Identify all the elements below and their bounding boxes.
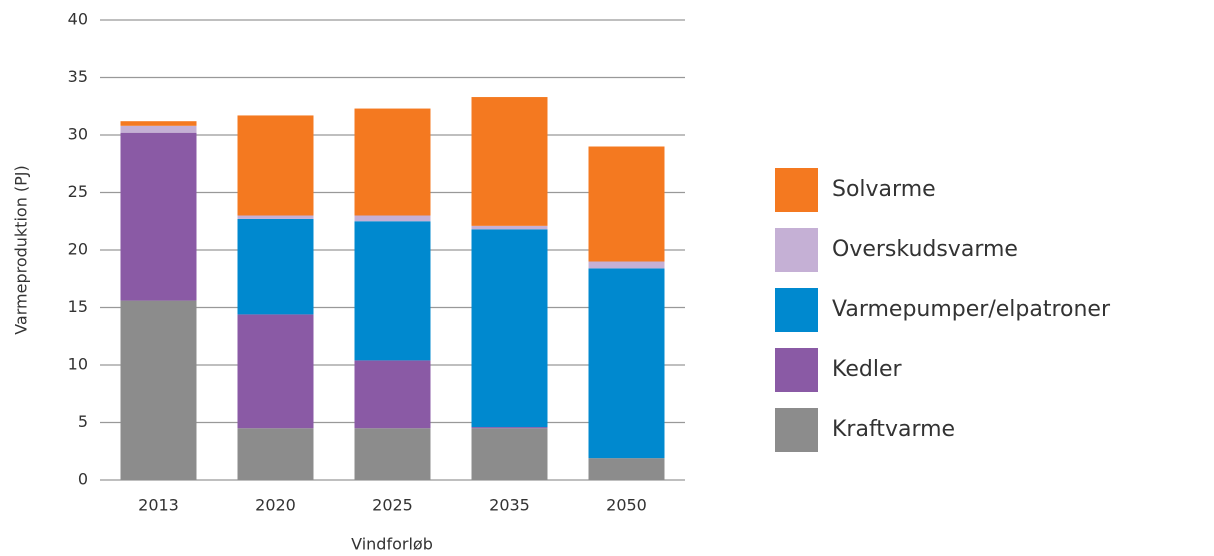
- bar-segment: [588, 268, 665, 459]
- y-tick-label: 25: [68, 182, 88, 201]
- x-tick-label: 2025: [372, 496, 413, 515]
- y-tick-label: 10: [68, 355, 88, 374]
- x-axis-label: Vindforløb: [351, 535, 433, 554]
- bar-segment: [471, 225, 548, 230]
- legend-label: Kraftvarme: [832, 417, 955, 442]
- bar-segment: [354, 108, 431, 216]
- bar-segment: [354, 428, 431, 480]
- x-tick-label: 2013: [138, 496, 179, 515]
- y-tick-label: 40: [68, 10, 88, 29]
- bar-segment: [588, 146, 665, 262]
- y-tick-label: 0: [78, 470, 88, 489]
- y-tick-label: 35: [68, 67, 88, 86]
- bar-segment: [120, 132, 197, 301]
- x-tick-label: 2035: [489, 496, 530, 515]
- x-tick-label: 2020: [255, 496, 296, 515]
- y-tick-label: 5: [78, 412, 88, 431]
- bar-segment: [354, 215, 431, 222]
- bar-segment: [237, 115, 314, 216]
- bar-segment: [237, 215, 314, 219]
- bar-segment: [471, 97, 548, 226]
- legend-swatch: [775, 228, 818, 272]
- bar-segment: [354, 360, 431, 429]
- y-tick-label: 15: [68, 297, 88, 316]
- bar-segment: [471, 229, 548, 428]
- bar-segment: [120, 121, 197, 126]
- bar-segment: [120, 300, 197, 480]
- bar-segment: [588, 261, 665, 269]
- legend-label: Overskudsvarme: [832, 237, 1018, 262]
- legend-label: Kedler: [832, 357, 902, 382]
- legend-swatch: [775, 408, 818, 452]
- legend-swatch: [775, 168, 818, 212]
- legend-swatch: [775, 288, 818, 332]
- y-tick-label: 20: [68, 240, 88, 259]
- legend-swatch: [775, 348, 818, 392]
- bar-segment: [471, 428, 548, 480]
- bar-segment: [354, 221, 431, 361]
- y-axis-label: Varmeproduktion (PJ): [12, 165, 31, 335]
- legend: Kraftvarme Kedler Varmepumper/elpatroner Ov…: [775, 168, 1111, 452]
- bar-segment: [237, 428, 314, 480]
- bar-segment: [588, 458, 665, 480]
- legend-label: Solvarme: [832, 177, 936, 202]
- bar-segment: [237, 218, 314, 315]
- x-tick-label: 2050: [606, 496, 647, 515]
- bar-segment: [471, 427, 548, 429]
- y-tick-label: 30: [68, 125, 88, 144]
- legend-label: Varmepumper/elpatroner: [832, 297, 1111, 322]
- bar-segment: [120, 125, 197, 133]
- bar-segment: [237, 314, 314, 429]
